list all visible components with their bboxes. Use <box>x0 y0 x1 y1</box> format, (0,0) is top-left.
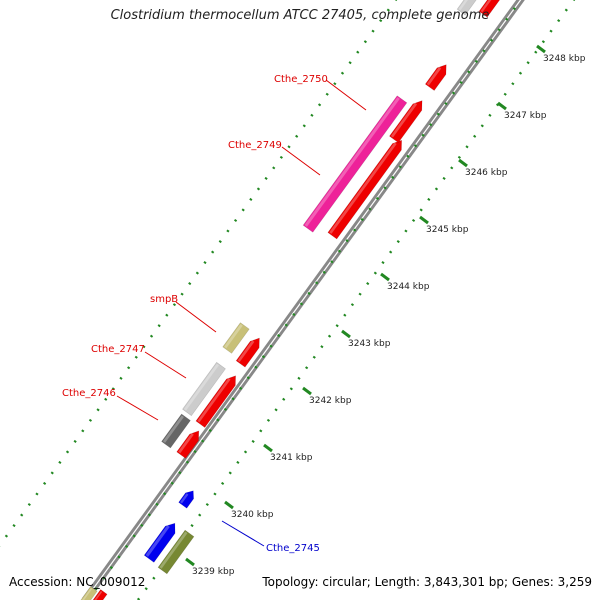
gene-callouts <box>116 79 367 547</box>
gene-label[interactable]: Cthe_2749 <box>228 140 282 151</box>
gene-label[interactable]: Cthe_2745 <box>266 543 320 554</box>
feature-top-gray[interactable] <box>456 0 484 16</box>
tick-label: 3241 kbp <box>270 453 313 463</box>
callout-line-cthe-2745 <box>221 520 265 547</box>
tick-label: 3247 kbp <box>504 111 547 121</box>
feature-cthe-2750-rna[interactable] <box>302 95 408 233</box>
tick-mark <box>224 500 234 510</box>
gene-label[interactable]: Cthe_2746 <box>62 388 116 399</box>
callout-line-cthe-2749 <box>281 146 321 176</box>
feature-cthe-2746[interactable] <box>161 413 191 449</box>
gene-labels: Cthe_2750 Cthe_2749 smpB Cthe_2747 Cthe_2746… <box>62 74 328 554</box>
tick-mark <box>341 329 351 339</box>
tick-label: 3239 kbp <box>192 567 235 577</box>
feature-bottom-red[interactable] <box>88 589 108 600</box>
accession-label: Accession: NC_009012 <box>9 575 146 589</box>
tick-mark <box>458 158 468 168</box>
feature-cthe-2745[interactable] <box>178 488 198 509</box>
dotted-guide-line <box>136 0 576 600</box>
tick-mark <box>497 101 507 111</box>
gene-label[interactable]: smpB <box>150 294 178 305</box>
tick-mark <box>263 443 273 453</box>
gene-features <box>78 0 506 600</box>
tick-label: 3242 kbp <box>309 396 352 406</box>
tick-label: 3240 kbp <box>231 510 274 520</box>
feature-top-red[interactable] <box>478 0 506 18</box>
callout-line-smpb <box>175 301 217 333</box>
tick-mark <box>536 44 546 54</box>
feature-cthe-2745-cds[interactable] <box>143 520 180 563</box>
feature-upstream-cds[interactable] <box>424 61 450 91</box>
callout-line-cthe-2746 <box>116 395 159 421</box>
feature-cthe-2749-cds[interactable] <box>327 137 406 240</box>
tick-label: 3244 kbp <box>387 282 430 292</box>
feature-olive-cds[interactable] <box>157 529 195 575</box>
feature-smpb-cds[interactable] <box>235 335 264 368</box>
tick-label: 3245 kbp <box>426 225 469 235</box>
tick-marks: 3239 kbp 3240 kbp 3241 kbp 3242 kbp 3243 kbp… <box>185 44 586 577</box>
dotted-guide-line <box>0 0 398 548</box>
feature-cthe-2750-cds[interactable] <box>389 97 426 144</box>
dotted-guides <box>0 0 576 600</box>
gene-label[interactable]: Cthe_2750 <box>274 74 328 85</box>
genome-title: Clostridium thermocellum ATCC 27405, com… <box>110 8 490 23</box>
feature-smpb[interactable] <box>222 322 250 354</box>
tick-mark <box>419 215 429 225</box>
topology-label: Topology: circular; Length: 3,843,301 bp… <box>262 575 592 589</box>
tick-mark <box>185 557 195 567</box>
callout-line-cthe-2750 <box>325 79 367 111</box>
tick-label: 3246 kbp <box>465 168 508 178</box>
feature-cthe-2746-cds[interactable] <box>176 428 204 459</box>
feature-cthe-2747-cds[interactable] <box>195 372 240 428</box>
tick-mark <box>380 272 390 282</box>
backbone <box>82 0 525 600</box>
gene-label[interactable]: Cthe_2747 <box>91 344 145 355</box>
tick-mark <box>302 386 312 396</box>
feature-cthe-2747[interactable] <box>182 361 226 417</box>
callout-line-cthe-2747 <box>144 351 187 379</box>
tick-label: 3248 kbp <box>543 54 586 64</box>
tick-label: 3243 kbp <box>348 339 391 349</box>
